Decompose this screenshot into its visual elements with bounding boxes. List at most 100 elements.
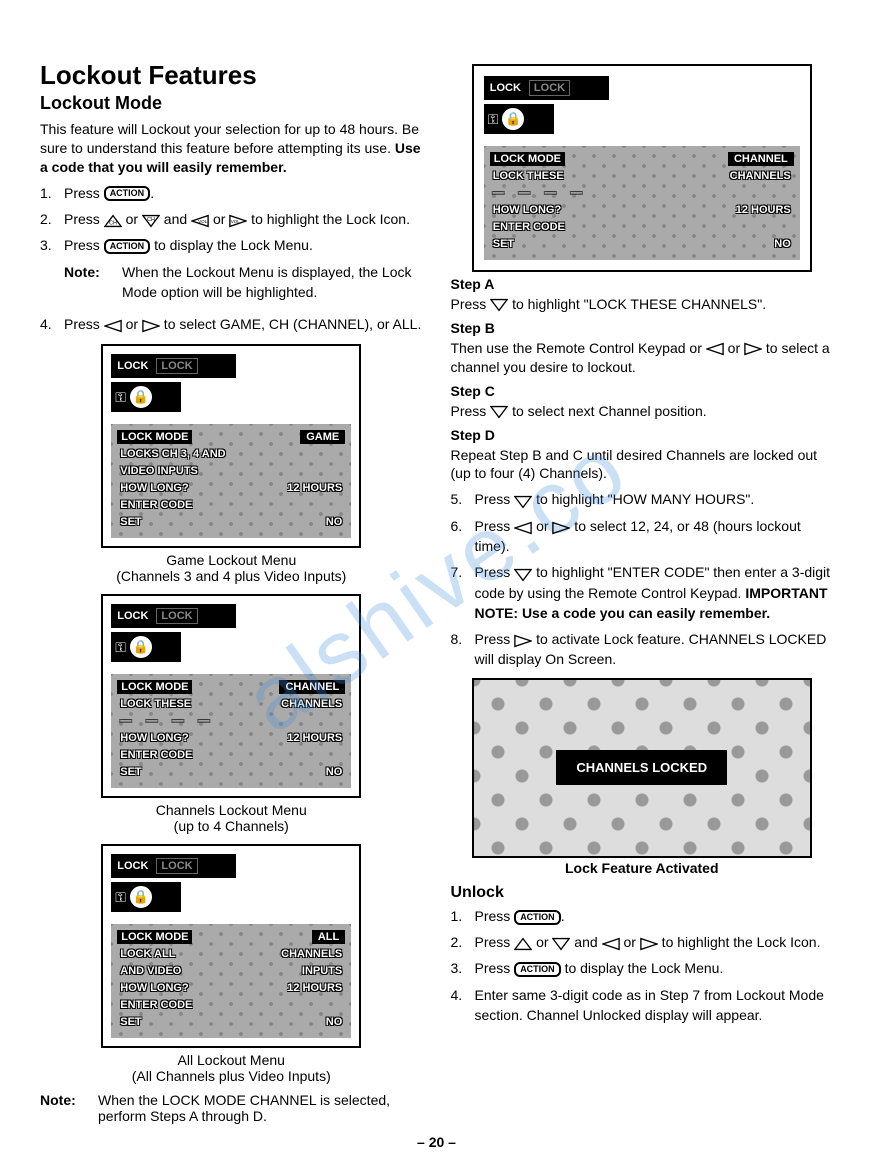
note-text: When the LOCK MODE CHANNEL is selected, … bbox=[98, 1092, 423, 1124]
page-number: – 20 – bbox=[0, 1134, 873, 1150]
left-triangle-icon bbox=[706, 342, 724, 356]
step-1: 1. Press ACTION. bbox=[40, 183, 423, 203]
padlock-icon: 🔒 bbox=[130, 386, 152, 408]
step-3-note: Note: When the Lockout Menu is displayed… bbox=[64, 262, 423, 303]
lockout-steps-list: 1. Press ACTION. 2. Press CH or CH and V… bbox=[40, 183, 423, 335]
all-lockout-menu-diagram: LOCK LOCK ⚿ 🔒 LOCK MODEALL LOCK ALLCHANN… bbox=[101, 844, 361, 1048]
left-triangle-icon bbox=[104, 318, 122, 332]
unlock-heading: Unlock bbox=[451, 884, 834, 902]
step-text: Press to activate Lock feature. CHANNELS… bbox=[475, 629, 834, 670]
step-d-text: Repeat Step B and C until desired Channe… bbox=[451, 446, 834, 484]
menu-header: LOCK LOCK bbox=[111, 854, 236, 878]
step-c-label: Step C bbox=[451, 383, 834, 399]
step-num: 5. bbox=[451, 489, 475, 509]
menu-1-caption: Game Lockout Menu (Channels 3 and 4 plus… bbox=[40, 552, 423, 584]
step-8: 8. Press to activate Lock feature. CHANN… bbox=[451, 629, 834, 670]
page-title: Lockout Features bbox=[40, 60, 423, 91]
step-c-text: Press to select next Channel position. bbox=[451, 402, 834, 421]
padlock-icon: 🔒 bbox=[130, 636, 152, 658]
note-text: When the Lockout Menu is displayed, the … bbox=[122, 262, 423, 303]
action-button-icon: ACTION bbox=[514, 910, 561, 925]
down-triangle-icon bbox=[514, 567, 532, 581]
key-icon: ⚿ bbox=[115, 389, 126, 406]
step-text: Press ACTION to display the Lock Menu. N… bbox=[64, 235, 423, 308]
menu-options: LOCK MODECHANNEL LOCK THESECHANNELS — — … bbox=[484, 146, 800, 260]
unlock-step-1: 1. Press ACTION. bbox=[451, 906, 834, 926]
step-text: Press to highlight "HOW MANY HOURS". bbox=[475, 489, 834, 509]
step-num: 4. bbox=[40, 314, 64, 334]
lock-icon-row: ⚿ 🔒 bbox=[111, 382, 181, 412]
step-4: 4. Press or to select GAME, CH (CHANNEL)… bbox=[40, 314, 423, 334]
channels-locked-banner: CHANNELS LOCKED bbox=[556, 750, 727, 785]
step-text: Press to highlight "ENTER CODE" then ent… bbox=[475, 562, 834, 623]
svg-text:VOL: VOL bbox=[231, 219, 241, 224]
lock-text-2: LOCK bbox=[156, 358, 197, 374]
two-column-layout: Lockout Features Lockout Mode This featu… bbox=[40, 60, 833, 1130]
step-6: 6. Press or to select 12, 24, or 48 (hou… bbox=[451, 516, 834, 557]
step-text: Press or to select GAME, CH (CHANNEL), o… bbox=[64, 314, 423, 334]
padlock-icon: 🔒 bbox=[130, 886, 152, 908]
step-num: 1. bbox=[40, 183, 64, 203]
step-text: Enter same 3-digit code as in Step 7 fro… bbox=[475, 985, 834, 1026]
menu-header: LOCK LOCK bbox=[484, 76, 609, 100]
top-channel-menu-diagram: LOCK LOCK ⚿ 🔒 LOCK MODECHANNEL LOCK THES… bbox=[472, 64, 812, 272]
step-num: 8. bbox=[451, 629, 475, 670]
unlock-step-4: 4. Enter same 3-digit code as in Step 7 … bbox=[451, 985, 834, 1026]
channels-lockout-menu-diagram: LOCK LOCK ⚿ 🔒 LOCK MODECHANNEL LOCK THES… bbox=[101, 594, 361, 798]
step-5: 5. Press to highlight "HOW MANY HOURS". bbox=[451, 489, 834, 509]
step-text: Press or to select 12, 24, or 48 (hours … bbox=[475, 516, 834, 557]
down-triangle-icon bbox=[490, 298, 508, 312]
step-text: Press CH or CH and VOL or VOL to highlig… bbox=[64, 209, 423, 229]
right-triangle-icon bbox=[744, 342, 762, 356]
menu-options: LOCK MODECHANNEL LOCK THESECHANNELS — — … bbox=[111, 674, 351, 788]
up-triangle-icon bbox=[514, 936, 532, 950]
note-label: Note: bbox=[40, 1092, 98, 1124]
down-triangle-icon: CH bbox=[142, 213, 160, 227]
locked-caption: Lock Feature Activated bbox=[451, 860, 834, 876]
key-icon: ⚿ bbox=[488, 111, 499, 128]
section-heading: Lockout Mode bbox=[40, 93, 423, 114]
step-7: 7. Press to highlight "ENTER CODE" then … bbox=[451, 562, 834, 623]
step-b-text: Then use the Remote Control Keypad or or… bbox=[451, 339, 834, 377]
right-triangle-icon: VOL bbox=[229, 213, 247, 227]
unlock-step-3: 3. Press ACTION to display the Lock Menu… bbox=[451, 958, 834, 978]
step-num: 3. bbox=[451, 958, 475, 978]
lock-text: LOCK bbox=[117, 360, 148, 372]
bottom-note: Note: When the LOCK MODE CHANNEL is sele… bbox=[40, 1092, 423, 1124]
intro-text: This feature will Lockout your selection… bbox=[40, 121, 419, 156]
key-icon: ⚿ bbox=[115, 639, 126, 656]
menu-header: LOCK LOCK bbox=[111, 354, 236, 378]
step-d-label: Step D bbox=[451, 427, 834, 443]
key-icon: ⚿ bbox=[115, 889, 126, 906]
step-text: Press ACTION to display the Lock Menu. bbox=[475, 958, 834, 978]
continued-steps-list: 5. Press to highlight "HOW MANY HOURS". … bbox=[451, 489, 834, 669]
right-triangle-icon bbox=[514, 633, 532, 647]
step-num: 2. bbox=[40, 209, 64, 229]
step-text: Press ACTION. bbox=[64, 183, 423, 203]
menu-3-caption: All Lockout Menu (All Channels plus Vide… bbox=[40, 1052, 423, 1084]
step-b-label: Step B bbox=[451, 320, 834, 336]
step-num: 1. bbox=[451, 906, 475, 926]
step-num: 6. bbox=[451, 516, 475, 557]
menu-options: LOCK MODEALL LOCK ALLCHANNELS AND VIDEOI… bbox=[111, 924, 351, 1038]
down-triangle-icon bbox=[514, 494, 532, 508]
lock-icon-row: ⚿ 🔒 bbox=[111, 632, 181, 662]
right-triangle-icon bbox=[142, 318, 160, 332]
lock-icon-row: ⚿ 🔒 bbox=[484, 104, 554, 134]
menu-2-caption: Channels Lockout Menu (up to 4 Channels) bbox=[40, 802, 423, 834]
menu-header: LOCK LOCK bbox=[111, 604, 236, 628]
action-button-icon: ACTION bbox=[104, 239, 151, 254]
action-button-icon: ACTION bbox=[104, 186, 151, 201]
right-triangle-icon bbox=[552, 520, 570, 534]
menu-options: LOCK MODEGAME LOCKS CH 3, 4 AND VIDEO IN… bbox=[111, 424, 351, 538]
step-text: Press ACTION. bbox=[475, 906, 834, 926]
step-text: Press or and or to highlight the Lock Ic… bbox=[475, 932, 834, 952]
unlock-steps-list: 1. Press ACTION. 2. Press or and or to h… bbox=[451, 906, 834, 1025]
svg-text:CH: CH bbox=[147, 217, 155, 223]
channels-locked-diagram: CHANNELS LOCKED bbox=[472, 678, 812, 858]
padlock-icon: 🔒 bbox=[502, 108, 524, 130]
svg-text:VOL: VOL bbox=[198, 219, 208, 224]
up-triangle-icon: CH bbox=[104, 213, 122, 227]
left-triangle-icon bbox=[514, 520, 532, 534]
step-a-text: Press to highlight "LOCK THESE CHANNELS"… bbox=[451, 295, 834, 314]
